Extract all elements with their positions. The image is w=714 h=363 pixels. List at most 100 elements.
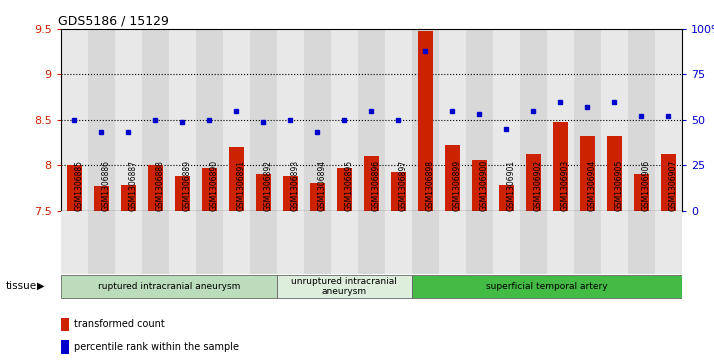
- Text: GSM1306904: GSM1306904: [588, 159, 596, 211]
- Bar: [655, 29, 682, 211]
- Text: GSM1306906: GSM1306906: [641, 159, 650, 211]
- Bar: [439, 29, 466, 211]
- Bar: [628, 29, 655, 211]
- Bar: [412, 29, 439, 211]
- Text: GSM1306886: GSM1306886: [101, 160, 110, 211]
- Text: GSM1306892: GSM1306892: [263, 160, 272, 211]
- Bar: [331, 29, 358, 211]
- Text: GSM1306903: GSM1306903: [560, 159, 569, 211]
- Bar: [88, 29, 115, 211]
- Bar: [520, 29, 547, 211]
- Text: GSM1306891: GSM1306891: [236, 160, 245, 211]
- Bar: [277, 211, 303, 274]
- Text: GSM1306900: GSM1306900: [479, 159, 488, 211]
- Bar: [115, 211, 141, 274]
- FancyBboxPatch shape: [277, 275, 412, 298]
- Bar: [445, 145, 460, 211]
- Bar: [277, 29, 303, 211]
- Bar: [391, 171, 406, 211]
- Bar: [547, 211, 574, 274]
- Text: GSM1306894: GSM1306894: [317, 159, 326, 211]
- Bar: [228, 147, 243, 211]
- Bar: [115, 29, 141, 211]
- Bar: [472, 160, 487, 211]
- Bar: [526, 154, 540, 211]
- FancyBboxPatch shape: [412, 275, 682, 298]
- Text: GSM1306893: GSM1306893: [291, 159, 299, 211]
- Bar: [580, 136, 595, 211]
- Bar: [61, 318, 69, 331]
- Bar: [303, 211, 331, 274]
- Bar: [364, 156, 378, 211]
- Bar: [256, 174, 271, 211]
- Bar: [337, 168, 352, 211]
- Bar: [310, 183, 325, 211]
- Bar: [223, 29, 250, 211]
- Bar: [547, 29, 574, 211]
- Text: GSM1306902: GSM1306902: [533, 159, 543, 211]
- Bar: [385, 29, 412, 211]
- Text: ▶: ▶: [37, 281, 45, 291]
- Bar: [223, 211, 250, 274]
- Bar: [466, 211, 493, 274]
- Text: GDS5186 / 15129: GDS5186 / 15129: [58, 15, 169, 28]
- Bar: [88, 211, 115, 274]
- Bar: [553, 122, 568, 211]
- Bar: [574, 211, 601, 274]
- Text: GSM1306899: GSM1306899: [452, 159, 461, 211]
- Bar: [358, 211, 385, 274]
- Bar: [493, 29, 520, 211]
- Bar: [466, 29, 493, 211]
- Bar: [250, 29, 277, 211]
- Bar: [661, 154, 675, 211]
- Bar: [283, 176, 298, 211]
- Bar: [418, 31, 433, 211]
- FancyBboxPatch shape: [61, 275, 277, 298]
- Text: transformed count: transformed count: [74, 319, 165, 330]
- Bar: [331, 211, 358, 274]
- Bar: [202, 168, 216, 211]
- Text: percentile rank within the sample: percentile rank within the sample: [74, 342, 239, 352]
- Text: GSM1306888: GSM1306888: [155, 160, 164, 211]
- Bar: [141, 29, 169, 211]
- Bar: [607, 136, 622, 211]
- Bar: [61, 340, 69, 354]
- Bar: [601, 211, 628, 274]
- Bar: [439, 211, 466, 274]
- Bar: [175, 176, 190, 211]
- Bar: [601, 29, 628, 211]
- Bar: [634, 174, 649, 211]
- Bar: [61, 29, 88, 211]
- Bar: [655, 211, 682, 274]
- Text: GSM1306895: GSM1306895: [344, 159, 353, 211]
- Text: GSM1306885: GSM1306885: [74, 160, 84, 211]
- Text: GSM1306907: GSM1306907: [668, 159, 678, 211]
- Bar: [196, 211, 223, 274]
- Bar: [385, 211, 412, 274]
- Bar: [520, 211, 547, 274]
- Bar: [628, 211, 655, 274]
- Bar: [499, 185, 514, 211]
- Bar: [67, 165, 81, 211]
- Text: GSM1306897: GSM1306897: [398, 159, 407, 211]
- Bar: [94, 186, 109, 211]
- Bar: [196, 29, 223, 211]
- Bar: [250, 211, 277, 274]
- Bar: [169, 29, 196, 211]
- Bar: [303, 29, 331, 211]
- Bar: [574, 29, 601, 211]
- Text: unruptured intracranial
aneurysm: unruptured intracranial aneurysm: [291, 277, 397, 296]
- Text: GSM1306896: GSM1306896: [371, 159, 381, 211]
- Text: GSM1306890: GSM1306890: [209, 159, 218, 211]
- Text: ruptured intracranial aneurysm: ruptured intracranial aneurysm: [98, 282, 240, 291]
- Bar: [61, 211, 88, 274]
- Text: GSM1306887: GSM1306887: [129, 160, 137, 211]
- Text: superficial temporal artery: superficial temporal artery: [486, 282, 608, 291]
- Bar: [169, 211, 196, 274]
- Text: tissue: tissue: [6, 281, 37, 291]
- Text: GSM1306889: GSM1306889: [182, 160, 191, 211]
- Bar: [493, 211, 520, 274]
- Text: GSM1306898: GSM1306898: [426, 160, 434, 211]
- Bar: [148, 165, 163, 211]
- Bar: [412, 211, 439, 274]
